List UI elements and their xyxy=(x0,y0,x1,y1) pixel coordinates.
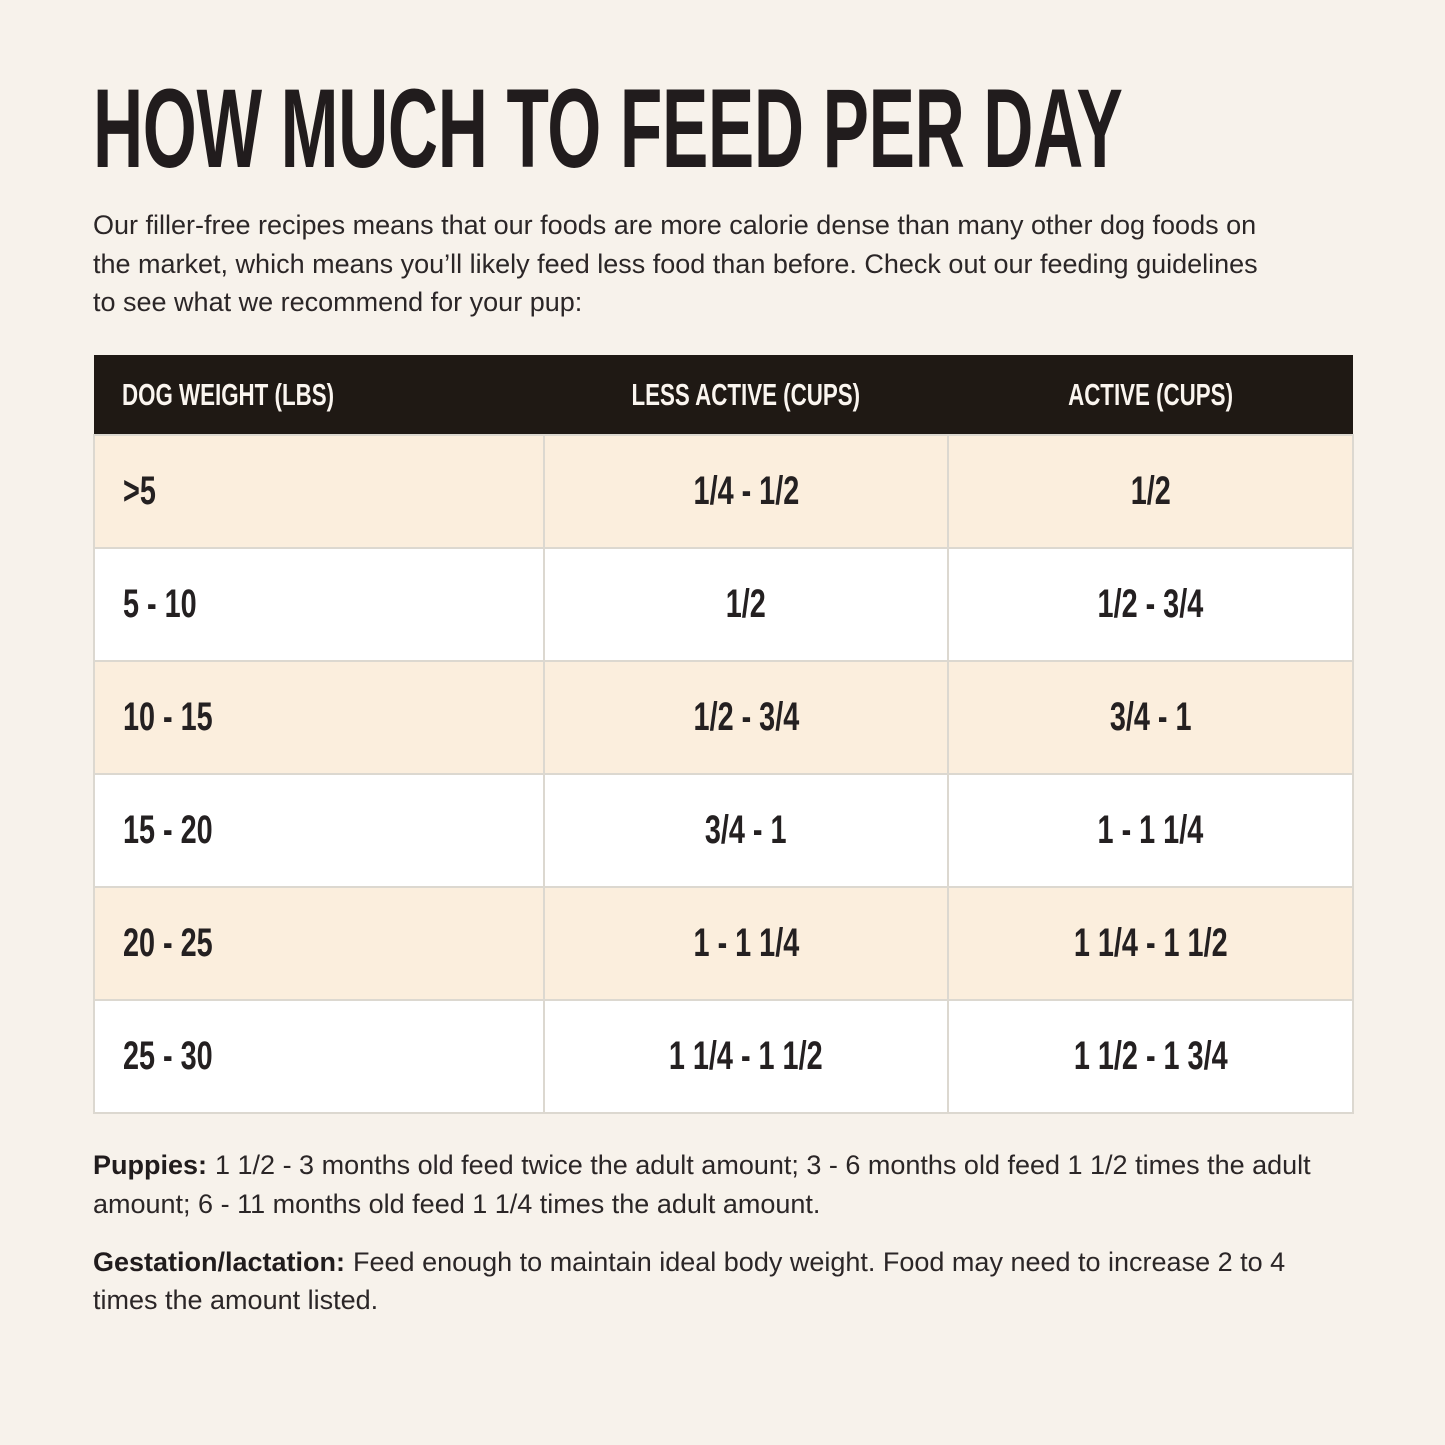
footnotes: Puppies: 1 1/2 - 3 months old feed twice … xyxy=(93,1146,1333,1319)
page-title-text: HOW MUCH TO FEED PER DAY xyxy=(93,66,1123,191)
cell-less-active: 1/2 - 3/4 xyxy=(543,660,949,776)
feeding-table-body: >5 1/4 - 1/2 1/2 5 - 10 1/2 1/2 - 3/4 10… xyxy=(93,434,1354,1115)
table-row: >5 1/4 - 1/2 1/2 xyxy=(93,434,1354,550)
table-row: 20 - 25 1 - 1 1/4 1 1/4 - 1 1/2 xyxy=(93,886,1354,1002)
cell-less-active: 1 - 1 1/4 xyxy=(543,886,949,1002)
cell-less-active: 3/4 - 1 xyxy=(543,773,949,889)
table-row: 25 - 30 1 1/4 - 1 1/2 1 1/2 - 1 3/4 xyxy=(93,999,1354,1115)
intro-text: Our filler-free recipes means that our f… xyxy=(93,210,1258,318)
cell-active: 1 - 1 1/4 xyxy=(947,773,1354,889)
header-row: DOG WEIGHT (LBS) LESS ACTIVE (CUPS) ACTI… xyxy=(94,355,1353,436)
feeding-table-header: DOG WEIGHT (LBS) LESS ACTIVE (CUPS) ACTI… xyxy=(94,355,1353,436)
cell-active: 1 1/4 - 1 1/2 xyxy=(947,886,1354,1002)
note-puppies-text: 1 1/2 - 3 months old feed twice the adul… xyxy=(93,1150,1311,1219)
note-puppies: Puppies: 1 1/2 - 3 months old feed twice … xyxy=(93,1146,1333,1223)
cell-less-active: 1 1/4 - 1 1/2 xyxy=(543,999,949,1115)
cell-weight: 25 - 30 xyxy=(93,999,545,1115)
note-gestation-label: Gestation/lactation: xyxy=(93,1247,346,1278)
column-header-dog-weight: DOG WEIGHT (LBS) xyxy=(94,355,544,436)
note-puppies-label: Puppies: xyxy=(93,1150,208,1181)
cell-less-active: 1/4 - 1/2 xyxy=(543,434,949,550)
cell-weight: 10 - 15 xyxy=(93,660,545,776)
note-gestation: Gestation/lactation: Feed enough to maint… xyxy=(93,1243,1333,1320)
cell-active: 3/4 - 1 xyxy=(947,660,1354,776)
table-row: 15 - 20 3/4 - 1 1 - 1 1/4 xyxy=(93,773,1354,889)
table-row: 10 - 15 1/2 - 3/4 3/4 - 1 xyxy=(93,660,1354,776)
page-title: HOW MUCH TO FEED PER DAY xyxy=(93,66,1352,191)
cell-active: 1/2 xyxy=(947,434,1354,550)
cell-weight: 15 - 20 xyxy=(93,773,545,889)
note-gestation-text: Feed enough to maintain ideal body weigh… xyxy=(93,1247,1286,1316)
cell-active: 1/2 - 3/4 xyxy=(947,547,1354,663)
table-row: 5 - 10 1/2 1/2 - 3/4 xyxy=(93,547,1354,663)
feeding-table: DOG WEIGHT (LBS) LESS ACTIVE (CUPS) ACTI… xyxy=(93,355,1354,1115)
cell-active: 1 1/2 - 1 3/4 xyxy=(947,999,1354,1115)
cell-weight: 20 - 25 xyxy=(93,886,545,1002)
cell-weight: >5 xyxy=(93,434,545,550)
cell-weight: 5 - 10 xyxy=(93,547,545,663)
cell-less-active: 1/2 xyxy=(543,547,949,663)
column-header-active: ACTIVE (CUPS) xyxy=(948,355,1353,436)
column-header-less-active: LESS ACTIVE (CUPS) xyxy=(544,355,948,436)
